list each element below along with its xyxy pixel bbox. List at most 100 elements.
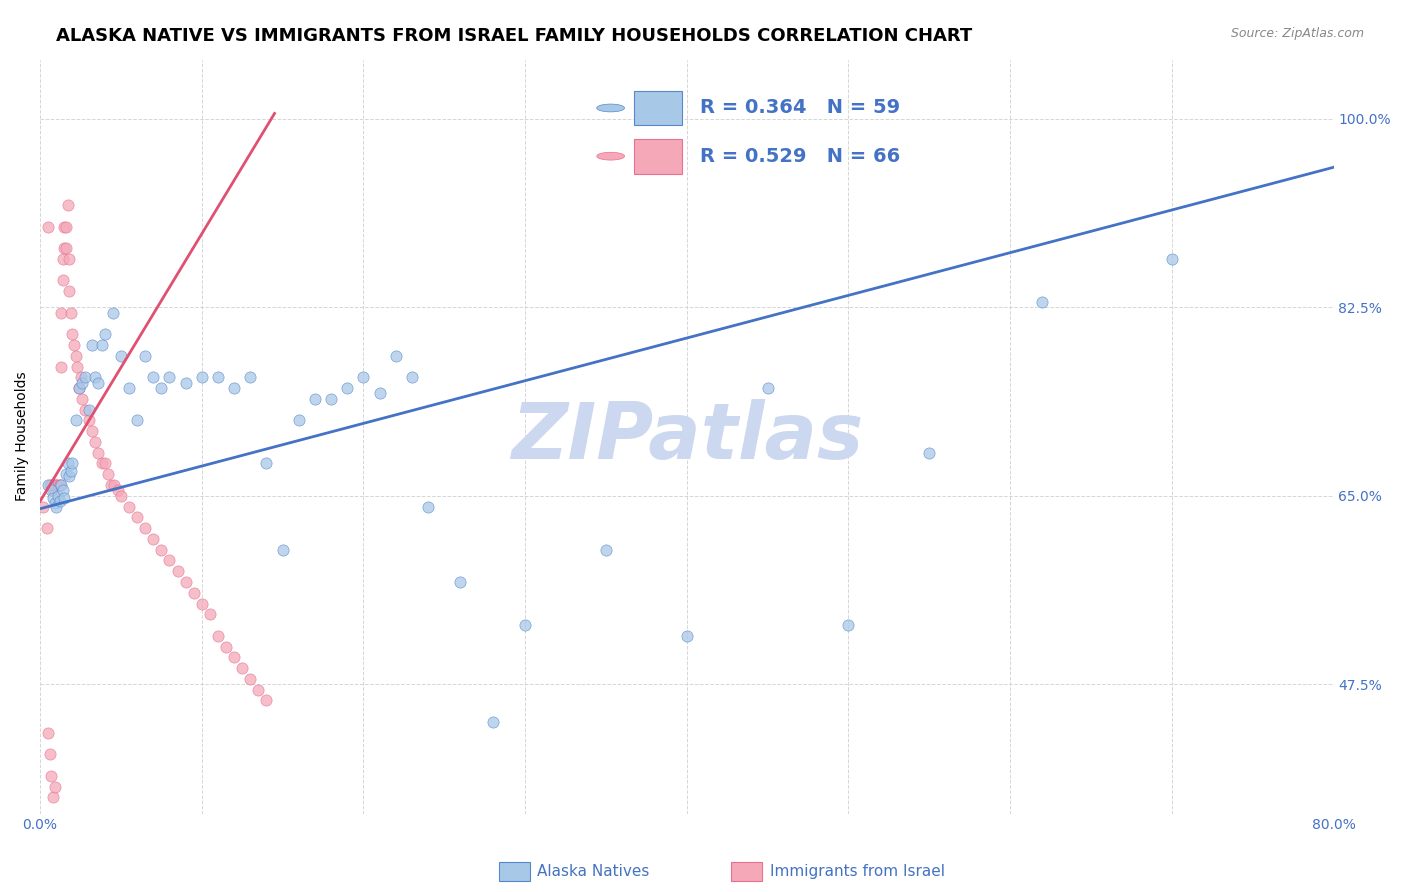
Point [90, 457, 112, 471]
FancyBboxPatch shape [634, 91, 682, 126]
Point [42, 790, 65, 805]
Point [37, 725, 59, 739]
Point [58, 469, 80, 483]
Circle shape [596, 153, 624, 160]
Point [56, 457, 79, 471]
Point [42, 483, 65, 498]
Point [59, 464, 82, 478]
Point [118, 381, 141, 395]
Point [127, 413, 149, 427]
Point [41, 769, 63, 783]
Point [53, 219, 76, 234]
Point [94, 327, 117, 342]
Point [84, 370, 107, 384]
Point [118, 500, 141, 514]
Point [35, 521, 58, 535]
Point [55, 467, 77, 482]
Point [38, 747, 60, 762]
Point [450, 574, 472, 589]
Point [142, 532, 165, 546]
Point [675, 629, 697, 643]
Point [46, 478, 69, 492]
Point [45, 478, 67, 492]
Point [44, 478, 66, 492]
Point [32, 500, 55, 514]
Point [62, 457, 84, 471]
Point [418, 500, 440, 514]
Point [207, 370, 229, 384]
Point [1031, 294, 1053, 309]
Point [55, 219, 77, 234]
Point [271, 542, 294, 557]
Point [159, 553, 181, 567]
Point [48, 478, 70, 492]
Text: R = 0.529   N = 66: R = 0.529 N = 66 [700, 146, 900, 166]
Point [65, 349, 87, 363]
Point [48, 494, 70, 508]
Point [256, 457, 278, 471]
Point [45, 500, 67, 514]
Point [53, 491, 76, 505]
Point [87, 446, 110, 460]
Point [65, 413, 87, 427]
Point [481, 714, 503, 729]
Text: ZIPatlas: ZIPatlas [510, 399, 863, 475]
Point [107, 483, 129, 498]
Point [174, 376, 197, 390]
Point [44, 496, 66, 510]
Point [756, 381, 779, 395]
Point [77, 402, 100, 417]
Point [304, 392, 326, 406]
Point [256, 693, 278, 707]
Point [49, 306, 72, 320]
Point [207, 629, 229, 643]
Point [239, 370, 262, 384]
Point [353, 370, 375, 384]
Point [45, 478, 67, 492]
Point [90, 338, 112, 352]
Point [918, 446, 941, 460]
Point [58, 284, 80, 298]
Text: Alaska Natives: Alaska Natives [537, 864, 650, 879]
Point [247, 682, 270, 697]
Point [198, 607, 221, 622]
Point [150, 542, 173, 557]
Point [62, 327, 84, 342]
Point [166, 564, 188, 578]
Point [134, 521, 156, 535]
Text: R = 0.364   N = 59: R = 0.364 N = 59 [700, 98, 900, 118]
Point [70, 392, 93, 406]
Point [56, 198, 79, 212]
Point [53, 241, 76, 255]
Point [224, 381, 246, 395]
Point [37, 478, 59, 492]
Point [84, 434, 107, 449]
Point [41, 483, 63, 498]
Point [75, 370, 97, 384]
Point [67, 381, 90, 395]
Point [66, 359, 89, 374]
Point [41, 478, 63, 492]
Point [110, 489, 132, 503]
Point [1160, 252, 1182, 266]
Point [38, 478, 60, 492]
Point [87, 376, 110, 390]
Point [55, 241, 77, 255]
Text: ALASKA NATIVE VS IMMIGRANTS FROM ISRAEL FAMILY HOUSEHOLDS CORRELATION CHART: ALASKA NATIVE VS IMMIGRANTS FROM ISRAEL … [56, 27, 973, 45]
Point [48, 478, 70, 492]
Point [94, 457, 117, 471]
Point [77, 413, 100, 427]
Point [174, 574, 197, 589]
Point [49, 359, 72, 374]
Point [150, 381, 173, 395]
Point [58, 252, 80, 266]
Y-axis label: Family Households: Family Households [15, 372, 30, 501]
Point [191, 597, 214, 611]
Point [63, 338, 86, 352]
Point [101, 306, 124, 320]
Point [159, 370, 181, 384]
Point [59, 306, 82, 320]
Point [75, 402, 97, 417]
Point [80, 338, 103, 352]
Point [52, 483, 75, 498]
